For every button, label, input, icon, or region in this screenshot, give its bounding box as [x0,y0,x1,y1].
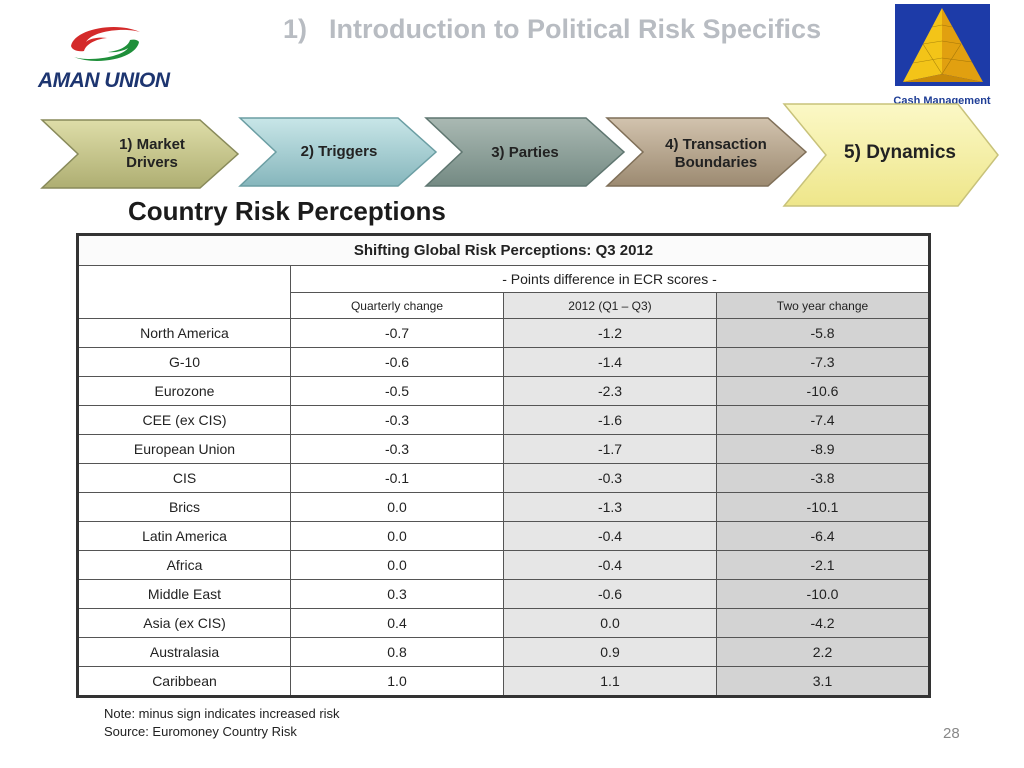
two-year-change-cell: -3.8 [716,463,930,493]
table-row: G-10 -0.6 -1.4 -7.3 [77,347,930,377]
logo-green-swoosh [74,39,139,61]
quarterly-change-cell: 0.8 [290,637,504,667]
two-year-change-cell: 2.2 [716,637,930,667]
quarterly-change-cell: -0.3 [290,434,504,464]
table-row: Middle East 0.3 -0.6 -10.0 [77,579,930,609]
table-row: Asia (ex CIS) 0.4 0.0 -4.2 [77,608,930,638]
region-cell: Asia (ex CIS) [77,608,291,638]
slide-title-number: 1) [283,14,308,44]
ytd-2012-cell: -0.3 [503,463,717,493]
chevron-label-4[interactable]: 4) Transaction Boundaries [665,136,767,171]
region-cell: Eurozone [77,376,291,406]
table-row: CEE (ex CIS) -0.3 -1.6 -7.4 [77,405,930,435]
chevron-label-3[interactable]: 3) Parties [491,144,559,161]
section-heading: Country Risk Perceptions [128,196,446,226]
region-cell: Middle East [77,579,291,609]
region-cell: Caribbean [77,666,291,697]
table-subtitle-row: - Points difference in ECR scores - [77,265,930,319]
ytd-2012-cell: -0.6 [503,579,717,609]
ytd-2012-cell: 0.9 [503,637,717,667]
region-cell: Africa [77,550,291,580]
table-row: Brics 0.0 -1.3 -10.1 [77,492,930,522]
two-year-change-cell: 3.1 [716,666,930,697]
chevron-label-2[interactable]: 2) Triggers [300,143,378,160]
two-year-change-cell: -7.4 [716,405,930,435]
footnote: Note: minus sign indicates increased ris… [104,705,340,741]
two-year-change-cell: -8.9 [716,434,930,464]
region-cell: Latin America [77,521,291,551]
quarterly-change-cell: 0.0 [290,492,504,522]
chevron-step-3 [424,117,626,187]
quarterly-change-cell: 0.4 [290,608,504,638]
table-row: European Union -0.3 -1.7 -8.9 [77,434,930,464]
table-row: Australasia 0.8 0.9 2.2 [77,637,930,667]
quarterly-change-cell: -0.6 [290,347,504,377]
ytd-2012-cell: 0.0 [503,608,717,638]
region-cell: Australasia [77,637,291,667]
two-year-change-cell: -10.1 [716,492,930,522]
ytd-2012-cell: -0.4 [503,521,717,551]
quarterly-change-cell: -0.5 [290,376,504,406]
quarterly-change-cell: 1.0 [290,666,504,697]
region-cell: CIS [77,463,291,493]
ytd-2012-cell: 1.1 [503,666,717,697]
column-header-2012: 2012 (Q1 – Q3) [503,292,717,319]
quarterly-change-cell: 0.0 [290,521,504,551]
table-subtitle: - Points difference in ECR scores - [290,265,930,293]
quarterly-change-cell: -0.1 [290,463,504,493]
quarterly-change-cell: 0.3 [290,579,504,609]
table-header-row: Quarterly change 2012 (Q1 – Q3) Two year… [78,292,930,319]
chevron-step-2 [238,117,438,187]
logo-red-swoosh [71,26,140,52]
table-row: CIS -0.1 -0.3 -3.8 [77,463,930,493]
table-row: Latin America 0.0 -0.4 -6.4 [77,521,930,551]
two-year-change-cell: -10.6 [716,376,930,406]
page-number: 28 [943,725,960,742]
aman-union-logo [71,26,140,61]
quarterly-change-cell: -0.3 [290,405,504,435]
process-chevrons [40,103,999,207]
column-header-quarterly: Quarterly change [290,292,504,319]
slide-title-text: Introduction to Political Risk Specifics [329,14,822,44]
risk-perceptions-table: Shifting Global Risk Perceptions: Q3 201… [76,233,931,698]
quarterly-change-cell: -0.7 [290,318,504,348]
table-row: North America -0.7 -1.2 -5.8 [77,318,930,348]
slide-title: 1) Introduction to Political Risk Specifi… [283,14,821,45]
two-year-change-cell: -10.0 [716,579,930,609]
quarterly-change-cell: 0.0 [290,550,504,580]
table-corner-cell [77,265,291,319]
ytd-2012-cell: -1.2 [503,318,717,348]
column-header-two-year: Two year change [716,292,930,319]
chevron-step-4 [605,117,808,187]
ytd-2012-cell: -1.6 [503,405,717,435]
ytd-2012-cell: -1.4 [503,347,717,377]
ytd-2012-cell: -0.4 [503,550,717,580]
chevron-step-1 [40,119,240,189]
table-title-row: Shifting Global Risk Perceptions: Q3 201… [77,234,930,266]
table-row: Eurozone -0.5 -2.3 -10.6 [77,376,930,406]
region-cell: G-10 [77,347,291,377]
table-row: Africa 0.0 -0.4 -2.1 [77,550,930,580]
ytd-2012-cell: -1.7 [503,434,717,464]
region-cell: European Union [77,434,291,464]
ytd-2012-cell: -2.3 [503,376,717,406]
pyramid-badge [895,4,990,86]
two-year-change-cell: -4.2 [716,608,930,638]
two-year-change-cell: -6.4 [716,521,930,551]
region-cell: CEE (ex CIS) [77,405,291,435]
region-cell: Brics [77,492,291,522]
table-title: Shifting Global Risk Perceptions: Q3 201… [77,234,930,266]
two-year-change-cell: -2.1 [716,550,930,580]
two-year-change-cell: -5.8 [716,318,930,348]
chevron-label-5[interactable]: 5) Dynamics [844,142,956,163]
two-year-change-cell: -7.3 [716,347,930,377]
chevron-label-1[interactable]: 1) Market Drivers [119,136,185,171]
logo-wordmark: AMAN UNION [38,69,170,92]
footnote-source: Source: Euromoney Country Risk [104,724,297,739]
footnote-note: Note: minus sign indicates increased ris… [104,706,340,721]
chevron-step-5 [782,103,999,207]
table-row: Caribbean 1.0 1.1 3.1 [77,666,930,697]
region-cell: North America [77,318,291,348]
ytd-2012-cell: -1.3 [503,492,717,522]
